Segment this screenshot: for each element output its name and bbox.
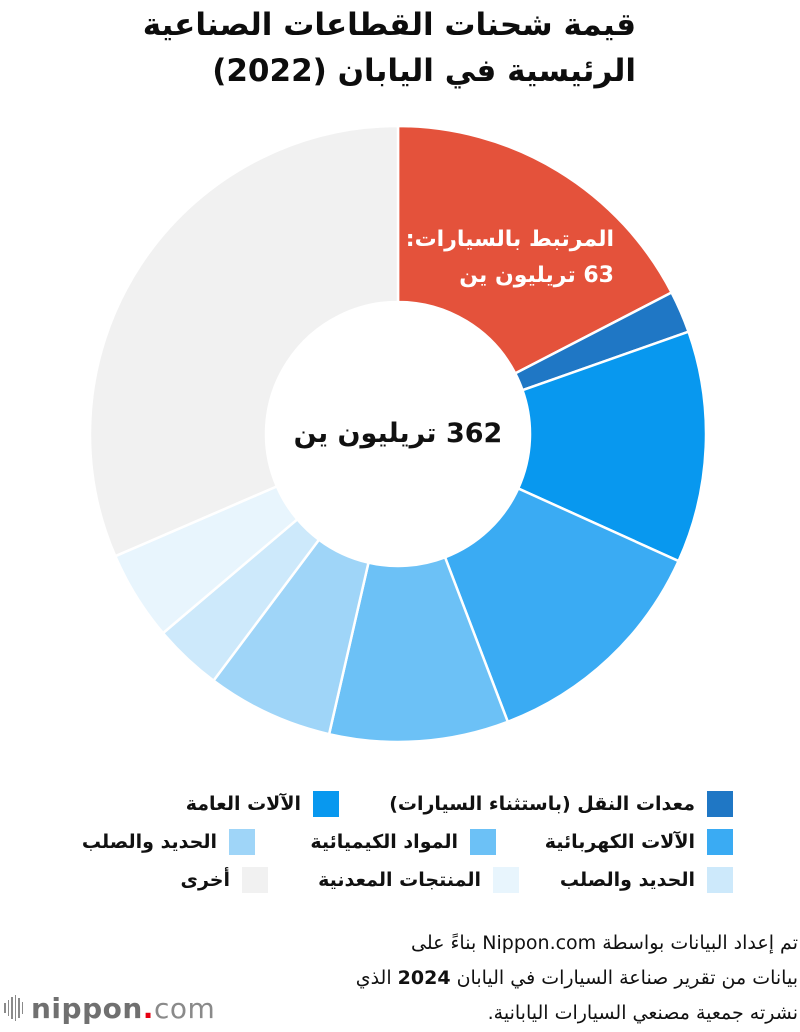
legend-swatch [707, 829, 733, 855]
chart-title: قيمة شحنات القطاعات الصناعية الرئيسية في… [76, 2, 636, 94]
legend-swatch [493, 867, 519, 893]
logo-wordmark: nippon.com [31, 992, 215, 1025]
legend-label: الحديد والصلب [559, 869, 695, 891]
source-note-line-1: تم إعداد البيانات بواسطة Nippon.com بناء… [411, 932, 798, 954]
legend-label: الآلات الكهربائية [544, 831, 695, 853]
legend-swatch [707, 791, 733, 817]
source-report-year: 2024 [397, 967, 451, 989]
donut-slices [88, 124, 708, 744]
legend-label: المنتجات المعدنية [318, 869, 481, 891]
legend-item-transport-equipment: معدات النقل (باستثناء السيارات) [389, 791, 733, 817]
automotive-slice-label: المرتبط بالسيارات: 63 تريليون ين [374, 222, 614, 294]
donut-center-total: 362 تريليون ين [293, 418, 503, 449]
legend-item-iron-steel: الحديد والصلب [82, 829, 255, 855]
automotive-slice-label-value: 63 تريليون ين [459, 263, 614, 288]
nippon-com-logo: nippon.com [4, 990, 215, 1026]
chart-title-line-1: قيمة شحنات القطاعات الصناعية [142, 7, 636, 43]
source-note: تم إعداد البيانات بواسطة Nippon.com بناء… [258, 926, 798, 1031]
source-note-line-2: بيانات من تقرير صناعة السيارات في اليابا… [258, 961, 798, 996]
legend-swatch [313, 791, 339, 817]
legend-swatch [229, 829, 255, 855]
legend-swatch [707, 867, 733, 893]
legend-swatch [470, 829, 496, 855]
legend-item-general-machinery: الآلات العامة [186, 791, 339, 817]
source-note-text: الذي [355, 967, 398, 989]
automotive-slice-label-name: المرتبط بالسيارات: [405, 227, 614, 252]
legend-swatch [242, 867, 268, 893]
donut-slice [396, 124, 674, 376]
sound-wave-icon [4, 995, 23, 1021]
legend-item-iron-steel-2: الحديد والصلب [560, 867, 733, 893]
donut-slice [516, 330, 708, 563]
legend-item-other: أخرى [181, 867, 268, 893]
legend-label: المواد الكيميائية [310, 831, 458, 853]
legend-item-chemicals: المواد الكيميائية [310, 829, 496, 855]
legend-item-electrical-machinery: الآلات الكهربائية [545, 829, 733, 855]
donut-chart [88, 124, 708, 744]
chart-title-line-2: الرئيسية في اليابان (2022) [212, 53, 636, 89]
legend-item-metal-products: المنتجات المعدنية [318, 867, 519, 893]
legend-label: معدات النقل (باستثناء السيارات) [389, 793, 695, 815]
source-note-text: بيانات من تقرير صناعة السيارات في اليابا… [450, 967, 798, 989]
donut-slice [443, 486, 681, 724]
source-note-line-3: نشرته جمعية مصنعي السيارات اليابانية. [487, 1002, 798, 1024]
logo-tld: com [153, 991, 216, 1025]
legend-label: الحديد والصلب [81, 831, 217, 853]
legend-label: أخرى [180, 869, 230, 891]
logo-brand: nippon [31, 991, 143, 1025]
donut-slice [88, 124, 400, 558]
legend-label: الآلات العامة [185, 793, 301, 815]
logo-dot: . [142, 991, 154, 1025]
